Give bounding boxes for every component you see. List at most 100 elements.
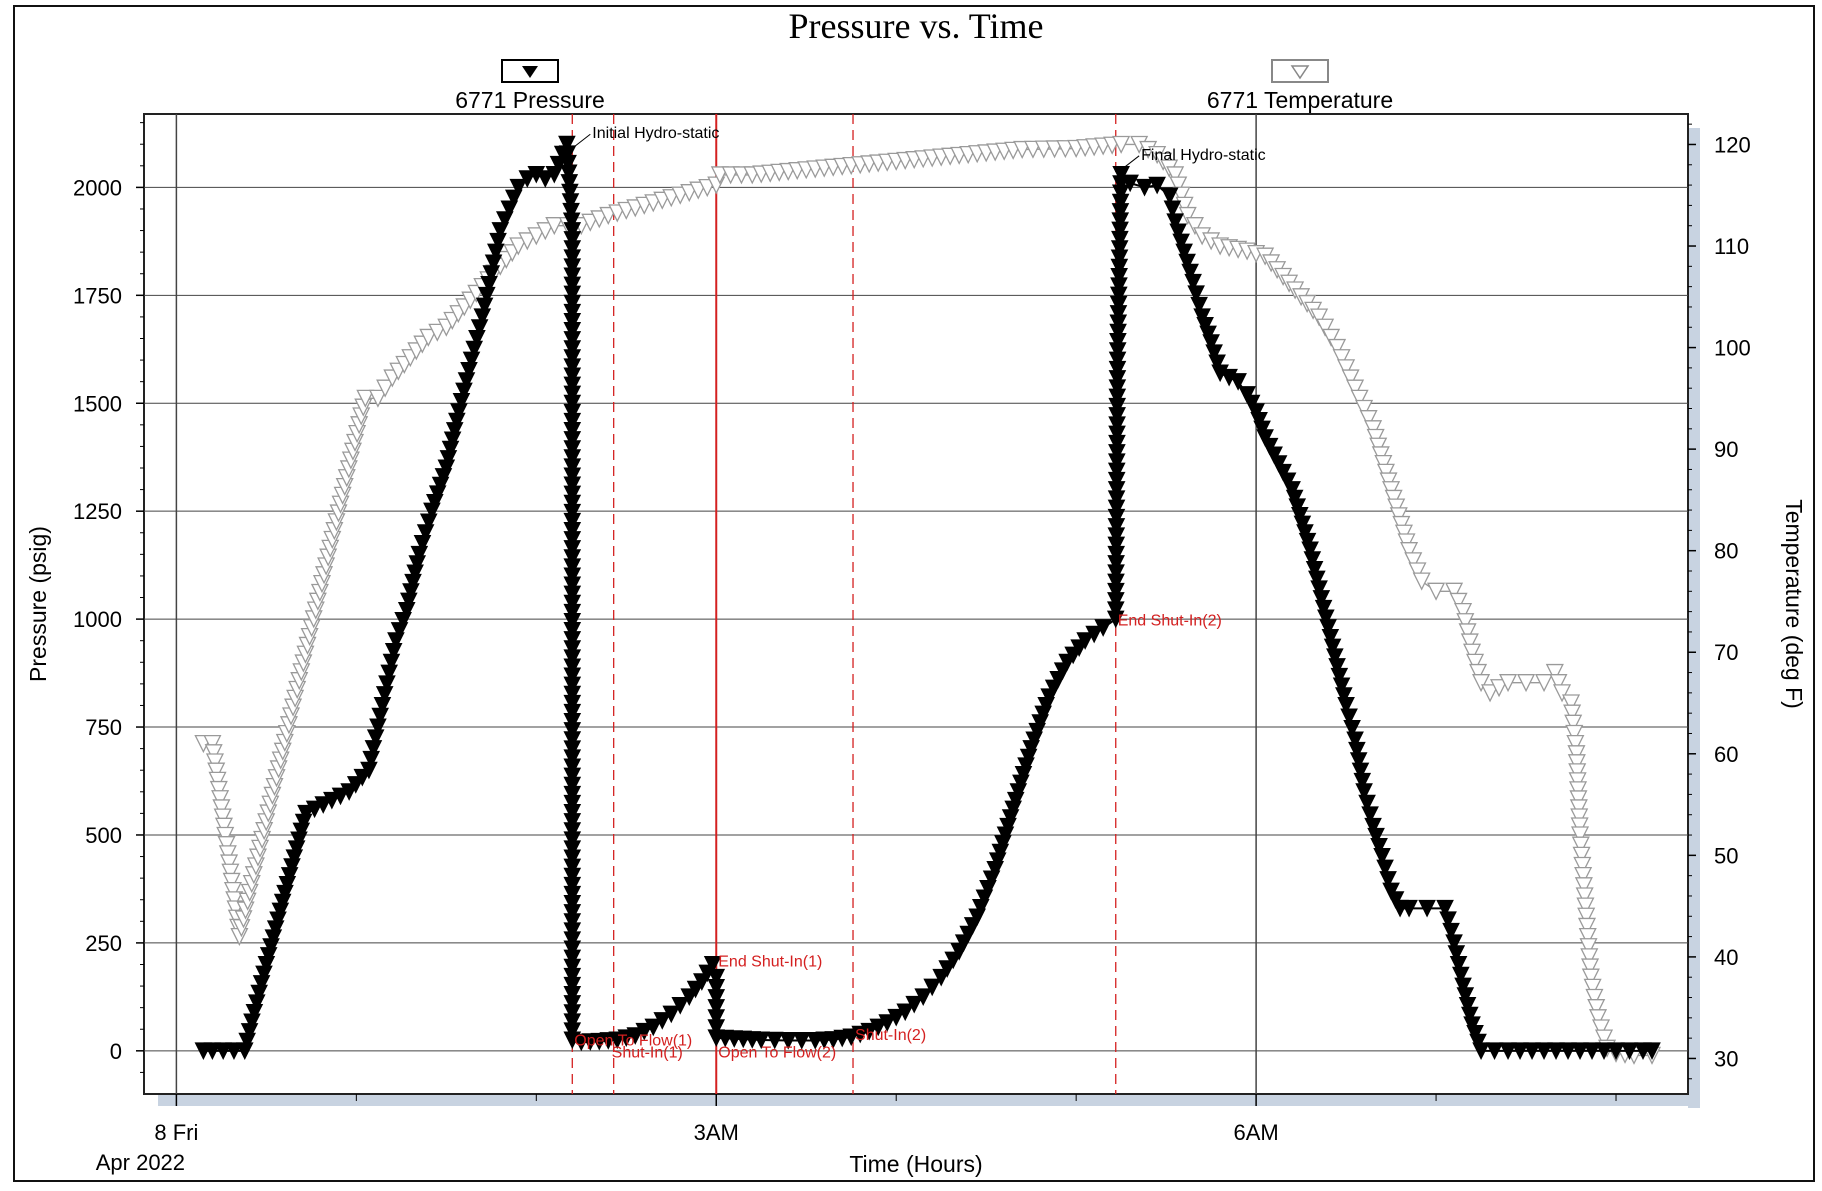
pressure-point xyxy=(563,840,582,859)
pressure-point xyxy=(860,1022,879,1041)
legend-pressure-label: 6771 Pressure xyxy=(455,87,605,113)
pressure-point xyxy=(563,1022,582,1041)
temperature-point xyxy=(1563,704,1582,723)
series-temperature xyxy=(194,135,1662,1065)
pressure-point xyxy=(707,1019,726,1037)
pressure-point xyxy=(878,1014,897,1032)
pressure-point xyxy=(563,503,582,522)
pressure-point xyxy=(1094,619,1112,637)
pressure-point xyxy=(563,976,582,995)
pressure-point xyxy=(563,585,582,604)
temperature-point xyxy=(221,863,240,882)
pressure-point xyxy=(563,867,582,886)
pressure-point xyxy=(1285,489,1304,508)
pressure-point xyxy=(1376,859,1394,878)
pressure-point xyxy=(1460,1006,1479,1025)
temperature-point xyxy=(419,328,438,347)
temperature-point xyxy=(1384,489,1403,508)
temperature-point xyxy=(1574,867,1593,886)
pressure-point xyxy=(563,758,582,777)
temperature-point xyxy=(1056,140,1075,159)
temperature-point xyxy=(1489,679,1509,698)
pressure-point xyxy=(1463,1016,1481,1035)
pressure-point xyxy=(563,549,582,567)
temperature-point xyxy=(1569,790,1588,809)
pressure-point xyxy=(1314,599,1333,618)
temperature-point xyxy=(1445,582,1464,601)
pressure-point xyxy=(563,385,582,404)
temperature-point xyxy=(1112,135,1131,154)
temperature-point xyxy=(1382,481,1401,500)
pressure-point xyxy=(1340,708,1358,727)
temperature-point xyxy=(1332,349,1351,368)
y-left-tick-label: 1500 xyxy=(73,391,122,416)
pressure-point xyxy=(1349,752,1368,770)
pressure-point xyxy=(563,667,582,686)
temperature-point xyxy=(1516,674,1536,693)
pressure-point xyxy=(563,822,582,840)
pressure-point xyxy=(1454,977,1472,996)
pressure-point xyxy=(1169,223,1187,242)
pressure-point xyxy=(1358,794,1376,813)
temperature-point xyxy=(1581,968,1600,987)
y-right-tick-label: 70 xyxy=(1714,640,1738,665)
pressure-point xyxy=(563,658,582,677)
pressure-point xyxy=(1312,590,1331,608)
temperature-point xyxy=(1566,734,1585,754)
pressure-point xyxy=(563,376,582,395)
pressure-point xyxy=(1260,437,1279,456)
pressure-point xyxy=(1330,667,1349,686)
event-label: End Shut-In(1) xyxy=(718,954,822,971)
pressure-point xyxy=(563,349,582,367)
pressure-point xyxy=(1449,955,1468,974)
temperature-point xyxy=(1400,542,1419,561)
pressure-point xyxy=(1620,1042,1639,1060)
temperature-point xyxy=(204,744,223,763)
pressure-point xyxy=(563,476,582,495)
pressure-point xyxy=(536,170,555,188)
pressure-point xyxy=(1559,1042,1577,1060)
pressure-point xyxy=(563,649,582,667)
pressure-point xyxy=(1163,200,1182,219)
pressure-point xyxy=(558,145,577,163)
temperature-point xyxy=(222,872,241,891)
pressure-point xyxy=(563,785,582,804)
pressure-point xyxy=(563,576,582,595)
pressure-point xyxy=(1310,580,1328,599)
pressure-point xyxy=(559,154,577,173)
temperature-point xyxy=(220,854,239,873)
pressure-point xyxy=(1256,429,1274,447)
pressure-point xyxy=(563,612,582,631)
pressure-point xyxy=(561,193,580,211)
pressure-point xyxy=(1547,1042,1565,1060)
temperature-point xyxy=(218,845,237,864)
temperature-point xyxy=(1570,817,1589,836)
temperature-point xyxy=(368,389,387,408)
temperature-point xyxy=(1578,927,1597,947)
pressure-point xyxy=(1351,762,1370,781)
pressure-point xyxy=(1337,696,1355,715)
temperature-point xyxy=(1045,140,1064,159)
pressure-point xyxy=(563,303,582,322)
temperature-point xyxy=(1392,515,1411,535)
pressure-point xyxy=(869,1018,888,1037)
temperature-point xyxy=(1577,917,1597,936)
y-right-tick-label: 60 xyxy=(1714,742,1738,767)
temperature-point xyxy=(518,232,537,251)
pressure-point xyxy=(563,531,582,549)
pressure-point xyxy=(563,940,582,959)
temperature-point xyxy=(1572,846,1591,865)
pressure-point xyxy=(1193,308,1211,327)
pressure-point xyxy=(563,895,582,913)
pressure-point xyxy=(563,312,582,331)
pressure-point xyxy=(563,713,582,731)
pressure-point xyxy=(1283,481,1301,499)
y-left-tick-label: 250 xyxy=(85,931,122,956)
pressure-point xyxy=(1361,806,1379,824)
temperature-point xyxy=(1583,978,1602,997)
pressure-point xyxy=(563,485,582,504)
temperature-point xyxy=(1577,907,1596,926)
pressure-point xyxy=(1184,273,1202,292)
pressure-point xyxy=(563,322,582,340)
pressure-point xyxy=(1269,455,1288,473)
